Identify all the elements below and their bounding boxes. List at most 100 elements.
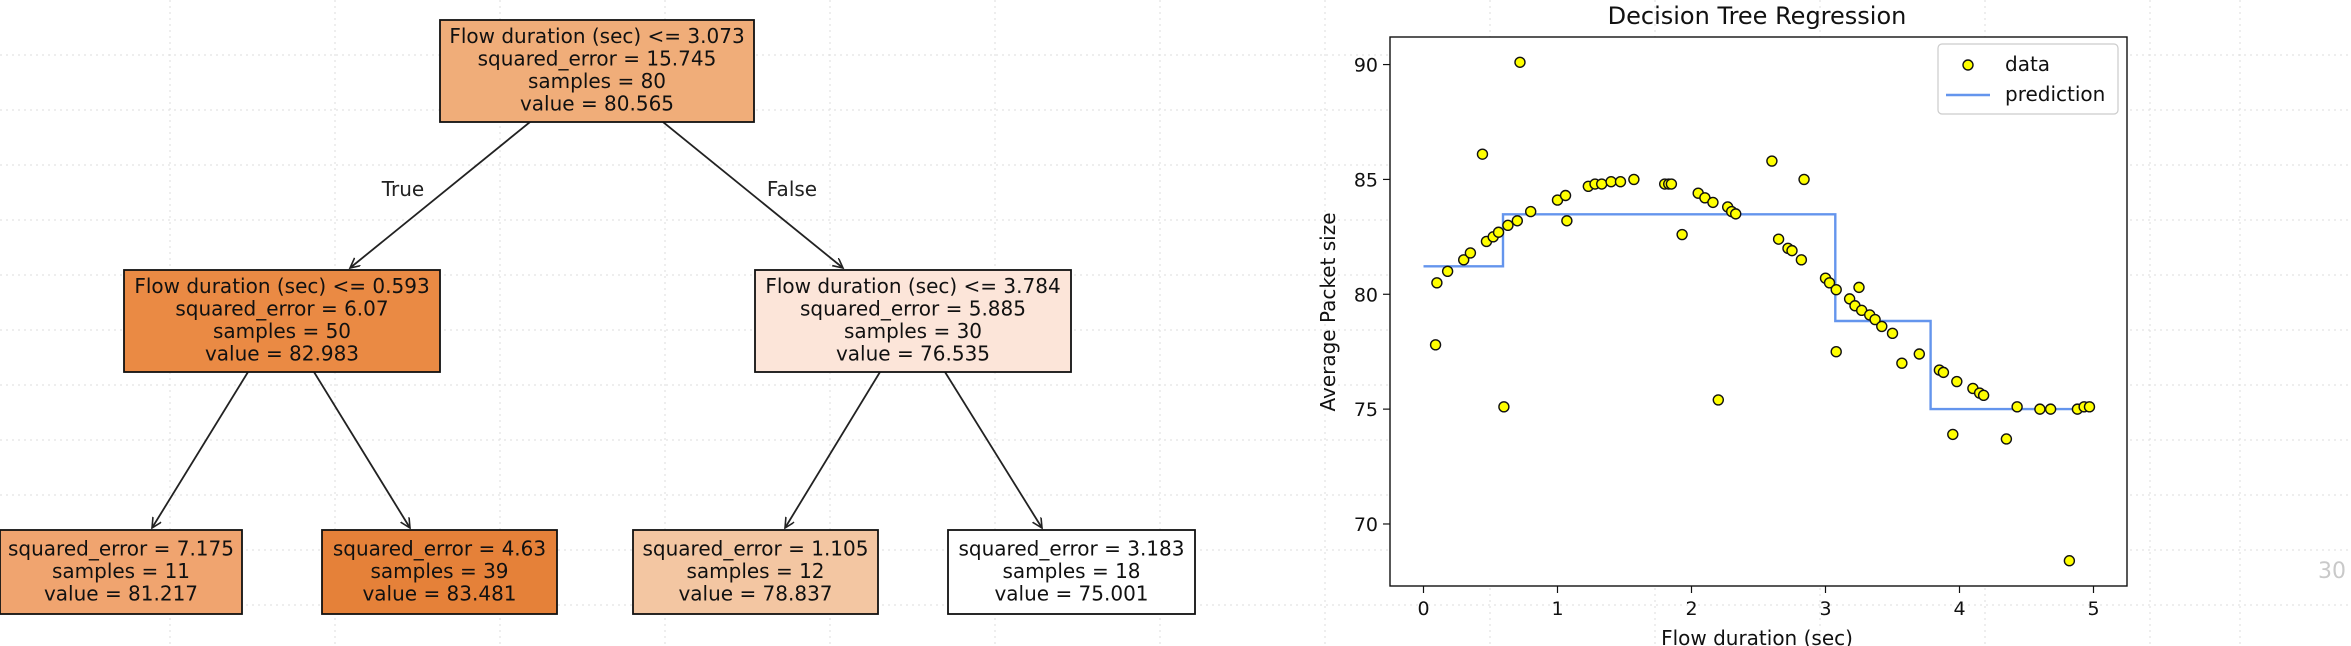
tree-edge-right-rr: [944, 371, 1042, 528]
tree-edge-left-ll: [152, 371, 249, 528]
data-point: [1786, 244, 1798, 257]
data-point: [1707, 196, 1719, 209]
tree-node-box: [0, 529, 243, 615]
tree-node-line: Flow duration (sec) <= 3.784: [765, 274, 1060, 298]
y-tick-label: 80: [1354, 284, 1378, 306]
tree-node-line: samples = 18: [1002, 559, 1140, 583]
tree-node-box: [632, 529, 879, 615]
data-point: [1596, 178, 1608, 190]
tree-edge-left-lr: [313, 371, 410, 528]
prediction-line: [1423, 213, 2093, 411]
tree-node-line: value = 82.983: [205, 342, 359, 366]
data-point: [1464, 247, 1477, 259]
tree-node-line: squared_error = 1.105: [643, 536, 869, 560]
tree-node-box: [439, 19, 755, 123]
x-tick-label: 4: [1953, 598, 1965, 620]
y-tick-label: 85: [1354, 169, 1378, 191]
data-point: [1913, 348, 1926, 360]
tree-node-line: squared_error = 3.183: [959, 536, 1185, 560]
data-point: [1795, 254, 1808, 266]
tree-node-right: Flow duration (sec) <= 3.784squared_erro…: [754, 269, 1072, 373]
data-point: [1712, 394, 1725, 406]
data-point: [1886, 327, 1899, 340]
data-point: [1853, 281, 1865, 294]
tree-node-line: value = 81.217: [44, 581, 198, 605]
tree-node-line: samples = 39: [370, 559, 508, 583]
tree-edge-root-left: [350, 121, 531, 268]
x-tick-label: 2: [1685, 598, 1697, 620]
data-point: [1937, 366, 1950, 379]
data-point: [1628, 173, 1640, 186]
data-point: [1502, 219, 1514, 232]
x-tick-label: 5: [2087, 598, 2099, 620]
tree-node-line: samples = 12: [686, 559, 824, 583]
data-point: [1498, 401, 1510, 413]
tree-node-box: [754, 269, 1072, 373]
data-point: [1559, 189, 1572, 202]
data-point: [2011, 401, 2023, 413]
data-point: [2044, 403, 2057, 415]
legend-label-prediction: prediction: [2005, 82, 2105, 106]
data-point: [1896, 357, 1908, 369]
data-point: [1730, 208, 1742, 220]
data-point: [1492, 226, 1505, 238]
tree-node-line: squared_error = 4.63: [333, 536, 546, 560]
x-tick-label: 1: [1551, 598, 1563, 620]
data-point: [1524, 205, 1537, 218]
data-point: [1766, 155, 1778, 167]
data-point: [1951, 375, 1963, 388]
tree-edge-right-rl: [785, 371, 881, 528]
data-point: [1561, 215, 1573, 227]
data-point: [1431, 277, 1443, 289]
legend-marker-data: [1962, 59, 1974, 71]
plot-area: [1389, 36, 2128, 587]
data-point: [1977, 389, 1990, 402]
x-axis-label: Flow duration (sec): [1661, 626, 1853, 646]
data-point: [1823, 277, 1836, 289]
data-point: [2083, 401, 2096, 413]
tree-node-line: samples = 50: [213, 319, 351, 343]
data-point: [1429, 339, 1442, 351]
tree-node-root: Flow duration (sec) <= 3.073squared_erro…: [439, 19, 755, 123]
y-tick-label: 90: [1354, 55, 1378, 77]
tree-node-line: squared_error = 7.175: [8, 536, 234, 560]
edge-label-true: True: [381, 177, 424, 201]
data-point: [1511, 215, 1524, 227]
data-point: [1869, 313, 1881, 326]
data-point: [1441, 265, 1454, 278]
data-point: [1830, 283, 1842, 296]
tree-node-line: samples = 11: [52, 559, 190, 583]
data-point: [1772, 233, 1785, 245]
tree-node-line: value = 83.481: [362, 581, 516, 605]
data-point: [1614, 176, 1627, 188]
tree-node-box: [321, 529, 558, 615]
data-point: [1798, 173, 1810, 186]
y-axis-label: Average Packet size: [1316, 212, 1340, 411]
data-point: [1676, 228, 1688, 241]
tree-node-line: value = 76.535: [836, 342, 990, 366]
legend-label-data: data: [2005, 52, 2050, 76]
data-point: [1665, 178, 1678, 190]
data-point: [1830, 345, 1842, 358]
tree-edge-root-right: [662, 121, 843, 268]
tree-node-line: samples = 30: [844, 319, 982, 343]
tree-node-line: Flow duration (sec) <= 0.593: [134, 274, 429, 298]
data-point: [1457, 254, 1470, 266]
data-point: [1514, 56, 1526, 68]
x-tick-label: 3: [1819, 598, 1831, 620]
chart-title: Decision Tree Regression: [1608, 2, 1907, 30]
data-point: [2034, 403, 2046, 415]
tree-node-line: value = 80.565: [520, 92, 674, 116]
edge-label-false: False: [767, 177, 817, 201]
tree-node-line: value = 78.837: [678, 581, 832, 605]
y-tick-label: 75: [1354, 399, 1378, 421]
data-point: [2063, 555, 2076, 567]
tree-node-box: [947, 529, 1196, 615]
tree-node-line: samples = 80: [528, 69, 666, 93]
tree-node-line: value = 75.001: [994, 581, 1148, 605]
tree-node-line: squared_error = 6.07: [175, 297, 388, 321]
